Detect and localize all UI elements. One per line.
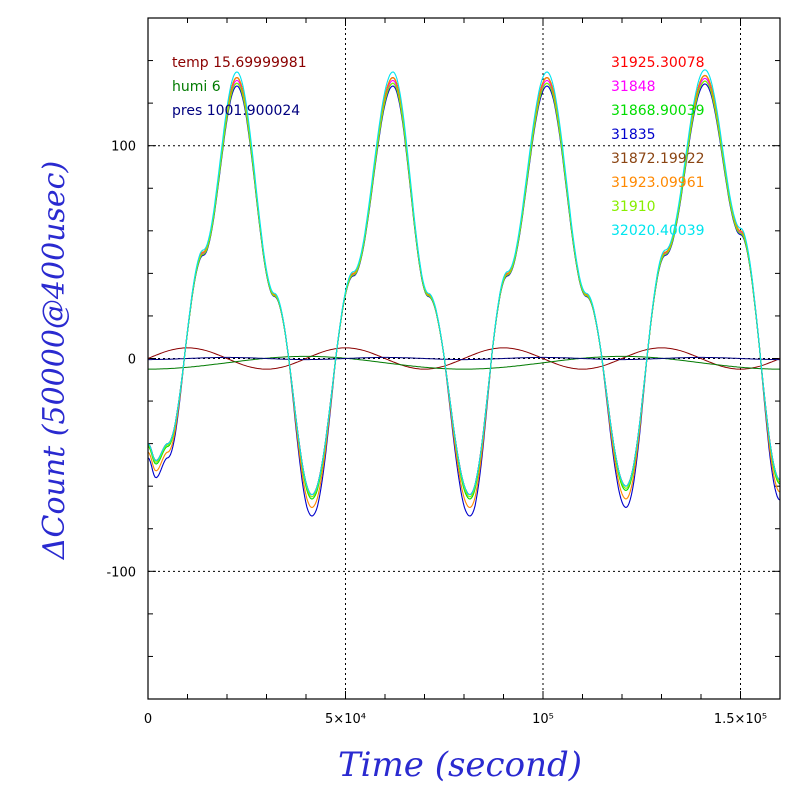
series-legend-item: 31925.30078: [611, 55, 705, 71]
series-legend-item: 31872.19922: [611, 151, 705, 167]
x-axis-title: Time (second): [338, 745, 582, 785]
env-series-line: [147, 347, 781, 370]
y-tick-label: 100: [111, 140, 136, 155]
curves: [147, 69, 781, 517]
series-legend-item: 31910: [611, 199, 656, 215]
y-axis-title: ΔCount (50000@400usec): [37, 161, 72, 560]
x-tick-label: 10⁵: [532, 712, 554, 727]
series-line: [147, 69, 780, 496]
env-legend-item: humi 6: [172, 79, 221, 95]
y-tick-label: -100: [106, 565, 136, 580]
y-tick-label: 0: [128, 353, 136, 368]
x-tick-labels: 0 5×10⁴ 10⁵ 1.5×10⁵: [144, 712, 767, 727]
y-tick-labels: -100 0 100: [106, 140, 136, 581]
series-legend-item: 31835: [611, 127, 656, 143]
x-tick-label: 0: [144, 712, 152, 727]
env-legend-item: pres 1001.900024: [172, 103, 300, 119]
series-legend-item: 31868.90039: [611, 103, 705, 119]
env-legend-item: temp 15.69999981: [172, 55, 307, 71]
series-legend-item: 31923.09961: [611, 175, 705, 191]
env-series-line: [148, 356, 780, 361]
series-legend: 31925.30078 31848 31868.90039 31835 31872.19…: [611, 55, 705, 239]
x-tick-label: 1.5×10⁵: [714, 712, 767, 727]
env-series-line: [148, 355, 780, 370]
series-legend-item: 31848: [611, 79, 656, 95]
series-line: [147, 80, 780, 498]
series-legend-item: 32020.40039: [611, 223, 705, 239]
plot-frame: [147, 17, 781, 700]
x-tick-label: 5×10⁴: [325, 712, 366, 727]
env-legend: temp 15.69999981 humi 6 pres 1001.900024: [172, 55, 307, 119]
